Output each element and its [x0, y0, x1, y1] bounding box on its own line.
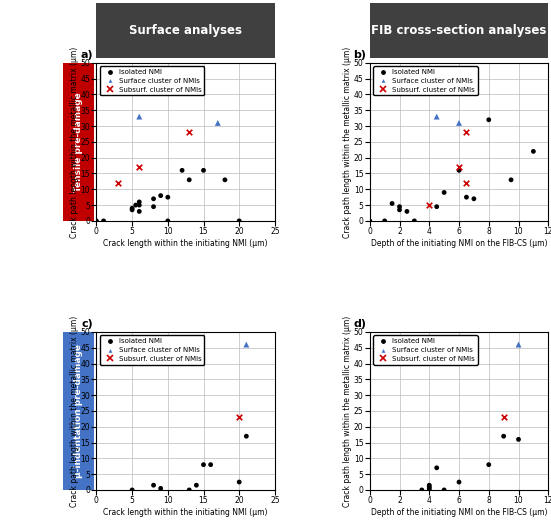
Point: [128, 204, 137, 212]
Point: [455, 166, 463, 174]
Point: [462, 179, 471, 187]
Point: [185, 486, 193, 494]
Point: [235, 413, 244, 421]
Y-axis label: Crack path length within the metallic matrix (μm): Crack path length within the metallic ma…: [70, 315, 79, 507]
Text: d): d): [353, 319, 366, 329]
Point: [514, 341, 523, 349]
Y-axis label: Crack path length within the metallic matrix (μm): Crack path length within the metallic ma…: [343, 315, 353, 507]
Point: [220, 176, 229, 184]
Legend: Isolated NMI, Surface cluster of NMIs, Subsurf. cluster of NMIs: Isolated NMI, Surface cluster of NMIs, S…: [373, 335, 478, 365]
Point: [395, 202, 404, 211]
Point: [403, 207, 412, 215]
Point: [128, 205, 137, 214]
Point: [433, 202, 441, 211]
Point: [213, 119, 222, 127]
Point: [135, 201, 144, 209]
Point: [135, 113, 144, 121]
Point: [114, 179, 122, 187]
Point: [418, 486, 426, 494]
Point: [235, 217, 244, 225]
X-axis label: Crack length within the initiating NMI (μm): Crack length within the initiating NMI (…: [104, 508, 268, 517]
Point: [425, 484, 434, 493]
Point: [149, 202, 158, 211]
Point: [425, 481, 434, 489]
Point: [433, 113, 441, 121]
Point: [92, 217, 101, 225]
Legend: Isolated NMI, Surface cluster of NMIs, Subsurf. cluster of NMIs: Isolated NMI, Surface cluster of NMIs, S…: [100, 67, 204, 95]
Point: [199, 461, 208, 469]
Y-axis label: Crack path length within the metallic matrix (μm): Crack path length within the metallic ma…: [343, 46, 353, 237]
Point: [135, 163, 144, 171]
Point: [128, 486, 137, 494]
Point: [440, 188, 449, 196]
Point: [185, 176, 193, 184]
Point: [135, 207, 144, 215]
Point: [499, 413, 508, 421]
Point: [507, 176, 516, 184]
Y-axis label: Crack path length within the metallic matrix (μm): Crack path length within the metallic ma…: [70, 46, 79, 237]
Point: [242, 341, 251, 349]
Point: [469, 194, 478, 203]
X-axis label: Crack length within the initiating NMI (μm): Crack length within the initiating NMI (…: [104, 239, 268, 248]
Text: Tensile pre-damage: Tensile pre-damage: [74, 92, 83, 192]
Point: [425, 486, 434, 494]
Point: [440, 486, 449, 494]
Legend: Isolated NMI, Surface cluster of NMIs, Subsurf. cluster of NMIs: Isolated NMI, Surface cluster of NMIs, S…: [100, 335, 204, 365]
X-axis label: Depth of the initiating NMI on the FIB-CS (μm): Depth of the initiating NMI on the FIB-C…: [371, 508, 547, 517]
Legend: Isolated NMI, Surface cluster of NMIs, Subsurf. cluster of NMIs: Isolated NMI, Surface cluster of NMIs, S…: [373, 67, 478, 95]
Point: [192, 481, 201, 489]
Point: [242, 432, 251, 440]
Point: [455, 119, 463, 127]
Point: [235, 478, 244, 486]
Point: [149, 194, 158, 203]
Point: [455, 163, 463, 171]
Text: a): a): [80, 50, 93, 60]
Text: Surface analyses: Surface analyses: [129, 24, 242, 37]
Point: [131, 201, 140, 209]
Point: [462, 128, 471, 137]
Point: [164, 217, 172, 225]
Point: [185, 128, 193, 137]
Text: FIB cross-section analyses: FIB cross-section analyses: [371, 24, 547, 37]
X-axis label: Depth of the initiating NMI on the FIB-CS (μm): Depth of the initiating NMI on the FIB-C…: [371, 239, 547, 248]
Point: [395, 205, 404, 214]
Point: [484, 461, 493, 469]
Point: [164, 193, 172, 201]
Point: [455, 478, 463, 486]
Point: [177, 166, 186, 174]
Point: [529, 147, 538, 156]
Point: [425, 201, 434, 209]
Point: [484, 116, 493, 124]
Point: [380, 217, 389, 225]
Point: [199, 166, 208, 174]
Point: [149, 481, 158, 489]
Point: [206, 461, 215, 469]
Text: b): b): [353, 50, 366, 60]
Text: μ-indentation pre-damage: μ-indentation pre-damage: [74, 344, 83, 478]
Point: [365, 217, 374, 225]
Point: [462, 193, 471, 201]
Point: [135, 198, 144, 206]
Point: [99, 217, 108, 225]
Point: [514, 435, 523, 444]
Point: [388, 199, 397, 208]
Point: [156, 191, 165, 200]
Point: [433, 464, 441, 472]
Point: [410, 217, 419, 225]
Text: c): c): [81, 319, 93, 329]
Point: [425, 483, 434, 491]
Point: [156, 484, 165, 493]
Point: [499, 432, 508, 440]
